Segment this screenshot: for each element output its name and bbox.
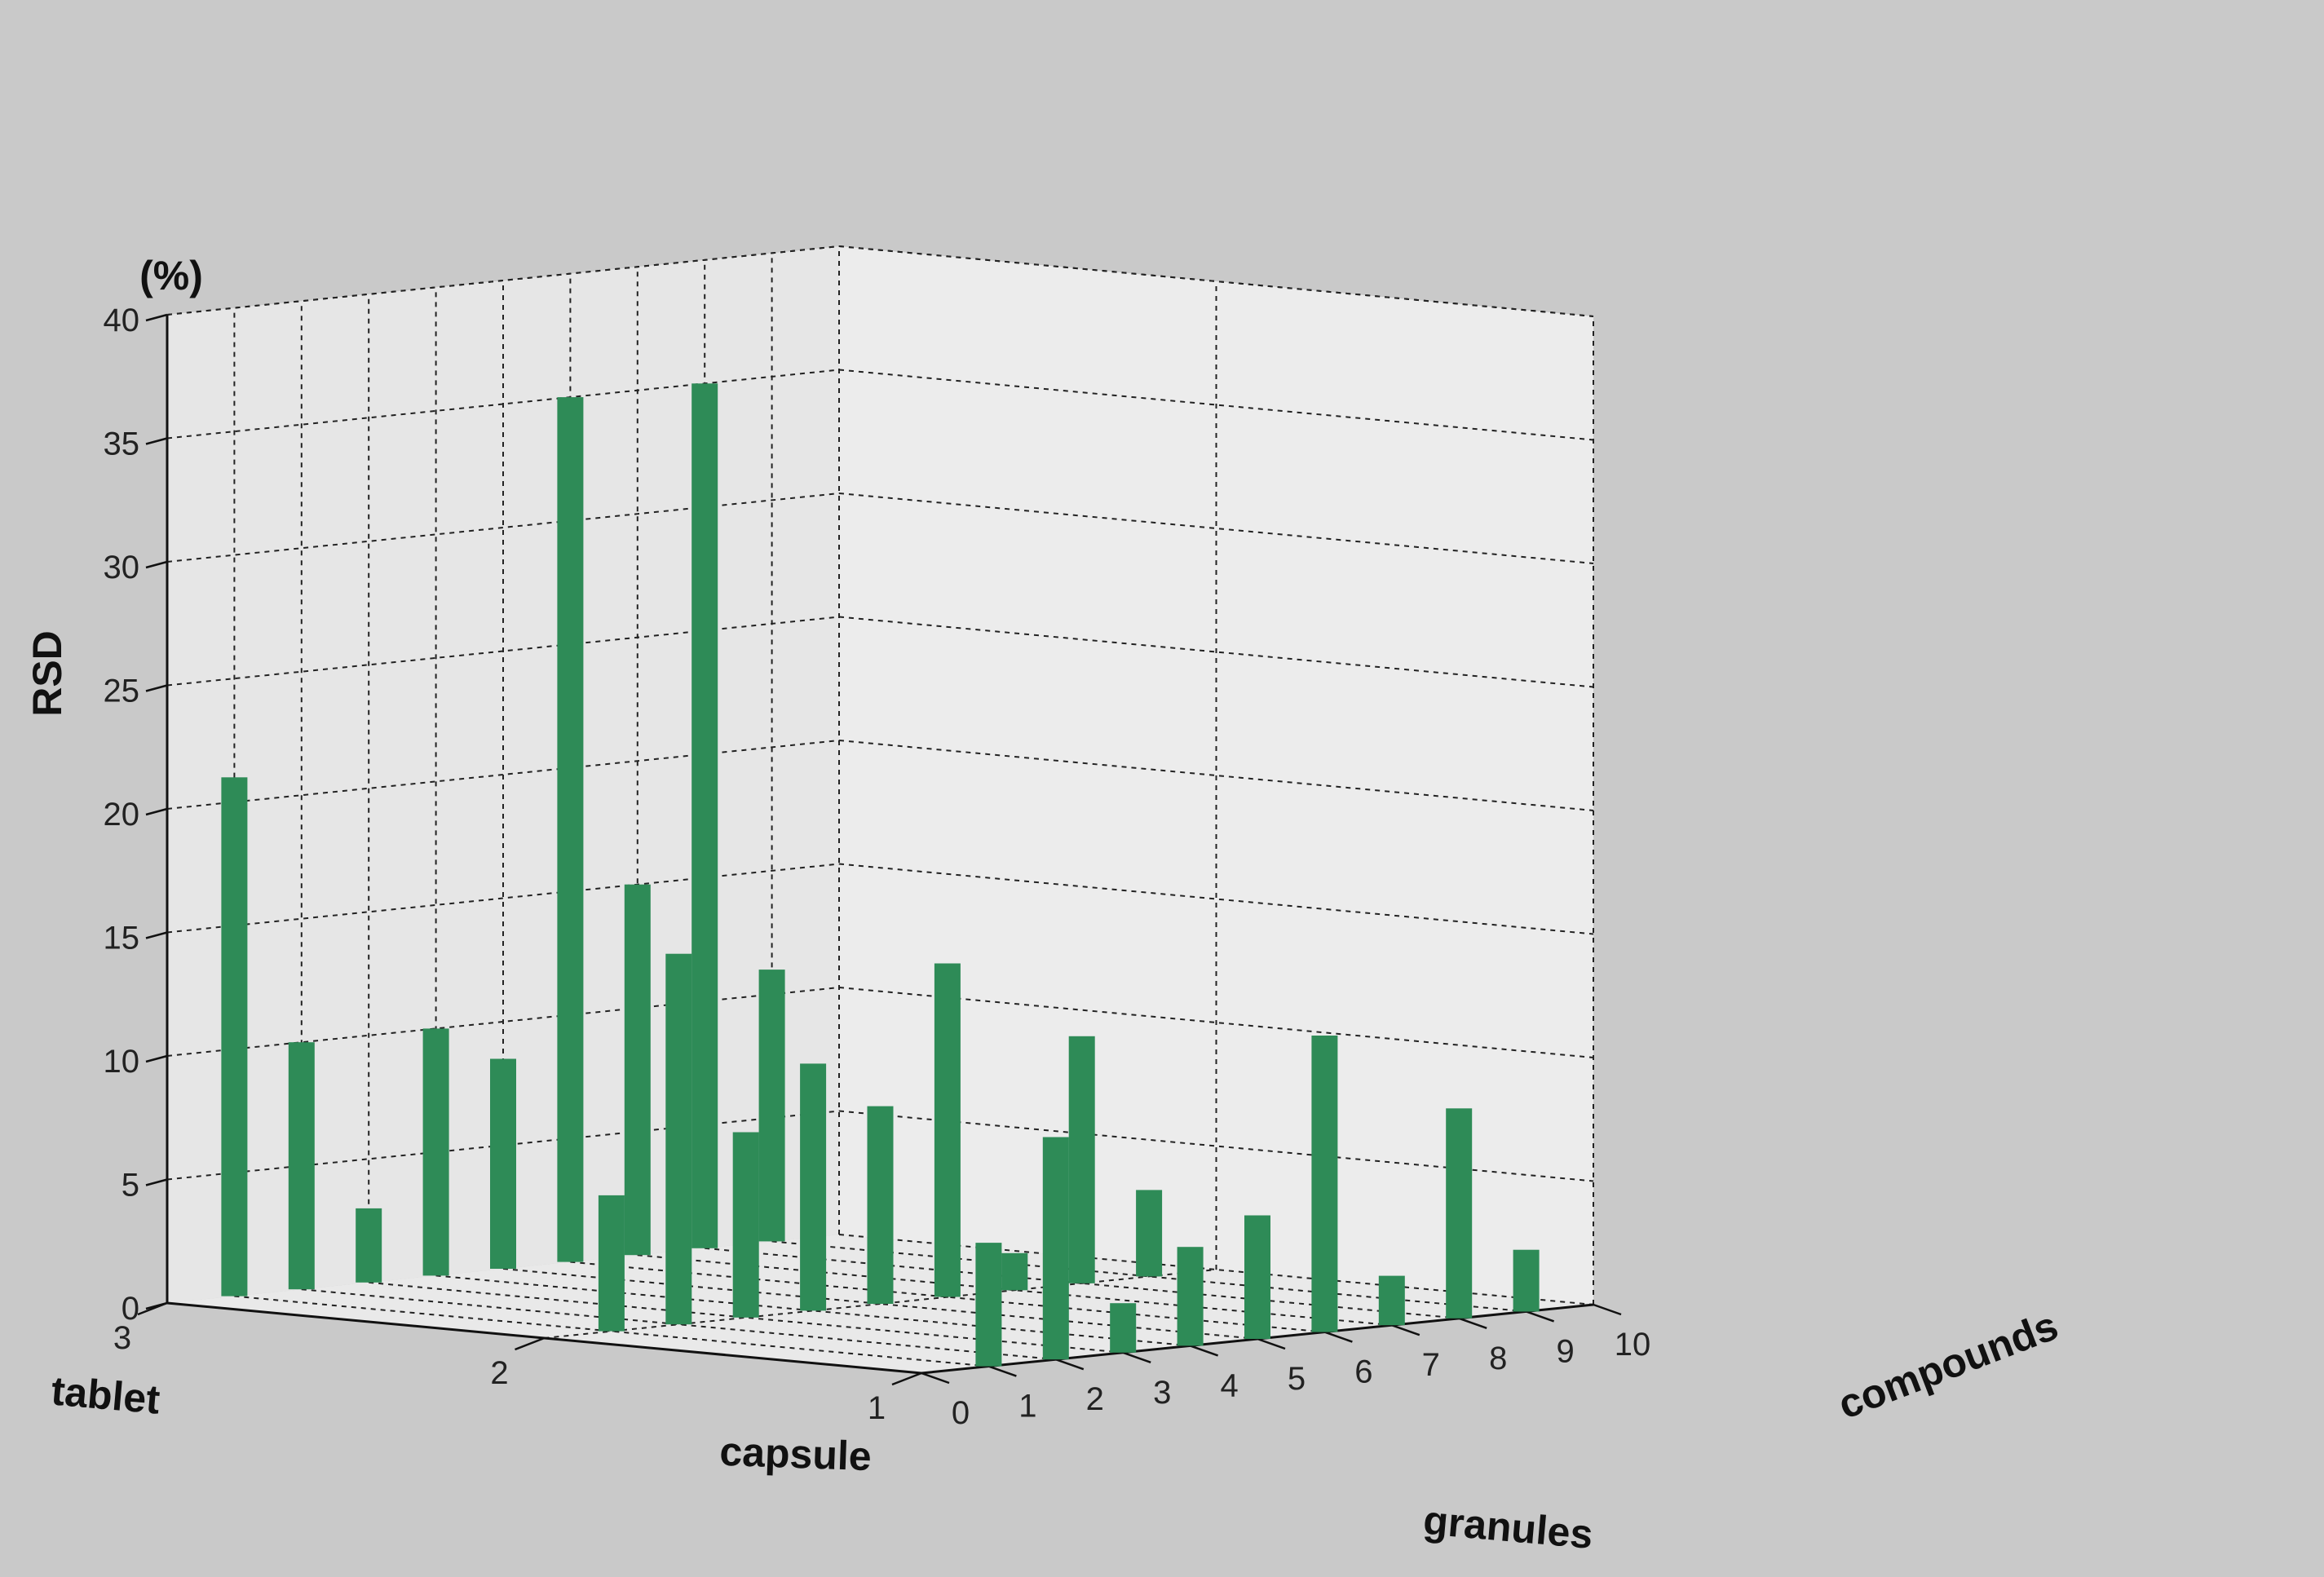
bar-tablet-compound-3 [356,1208,382,1283]
z-tick-label-25: 25 [104,674,140,709]
x-tick-9 [1526,1310,1555,1323]
x-tick-label-7: 7 [1422,1347,1440,1383]
z-tick-20 [145,807,168,816]
z-tick-35 [145,437,168,445]
x-tick-label-3: 3 [1153,1375,1171,1411]
z-tick-label-0: 0 [122,1291,139,1327]
bar-granules-compound-5 [1244,1215,1270,1339]
y-tick-1 [891,1372,922,1386]
bar-granules-compound-8 [1446,1108,1473,1319]
x-tick-7 [1391,1324,1420,1336]
z-tick-30 [145,560,168,569]
z-tick-label-15: 15 [104,921,140,956]
y-tick-3 [137,1301,168,1316]
x-tick-label-10: 10 [1615,1327,1651,1363]
x-tick-label-8: 8 [1489,1341,1507,1376]
z-tick-label-35: 35 [104,426,140,462]
z-tick-5 [145,1178,168,1186]
tick-labels: 0 5 10 15 20 25 30 35 40 0 1 2 3 4 5 6 7 8 9 10 1 2 3 [104,303,1651,1431]
y-tick-label-3: 3 [113,1320,131,1356]
z-tick-10 [145,1054,168,1063]
x-tick-label-5: 5 [1288,1361,1306,1397]
bar-capsule-compound-9 [1136,1190,1163,1277]
y-axis-label-tablet: tablet [50,1367,162,1422]
bar-granules-compound-9 [1513,1249,1540,1312]
bar-tablet-compound-7 [624,884,651,1256]
bar-capsule-compound-7 [1001,1252,1028,1291]
z-tick-label-20: 20 [104,797,140,833]
bar-granules-compound-3 [1110,1303,1137,1353]
z-tick-40 [145,313,168,322]
bar-tablet-compound-5 [490,1058,516,1269]
z-tick-label-30: 30 [104,550,140,585]
bar-capsule-compound-8 [1068,1036,1095,1283]
bar-tablet-compound-8 [691,383,718,1248]
x-tick-6 [1323,1331,1353,1343]
x-tick-label-4: 4 [1220,1367,1238,1403]
bar-granules-compound-7 [1378,1275,1405,1326]
x-tick-2 [1055,1358,1085,1371]
x-tick-0 [921,1372,950,1385]
z-axis-label: RSD [24,630,70,717]
bar-capsule-compound-1 [598,1195,625,1332]
bar-capsule-compound-3 [732,1132,759,1318]
axis-lines [137,313,1622,1386]
bars [221,383,1540,1367]
x-tick-4 [1190,1345,1219,1357]
bar-capsule-compound-6 [934,963,961,1297]
bar-granules-compound-2 [1042,1137,1069,1360]
x-tick-1 [987,1365,1017,1377]
x-tick-label-9: 9 [1556,1333,1574,1369]
bar-capsule-compound-5 [867,1106,894,1304]
z-tick-label-10: 10 [104,1044,140,1080]
y-tick-2 [515,1336,545,1351]
z-tick-label-5: 5 [122,1168,139,1204]
bar-granules-compound-1 [975,1243,1002,1367]
bar-capsule-compound-4 [800,1063,827,1311]
z-axis-unit: (%) [139,253,203,298]
x-tick-label-6: 6 [1354,1354,1372,1390]
z-tick-25 [145,684,168,692]
z-tick-15 [145,931,168,939]
y-tick-label-1: 1 [868,1390,886,1426]
z-tick-label-40: 40 [104,303,140,338]
x-tick-8 [1458,1317,1487,1329]
x-tick-label-0: 0 [952,1395,970,1431]
bar-tablet-compound-1 [221,777,248,1296]
x-tick-10 [1593,1303,1622,1316]
x-tick-label-2: 2 [1086,1381,1104,1417]
bar-tablet-compound-4 [422,1028,449,1276]
bar-capsule-compound-2 [665,953,692,1325]
bar-granules-compound-6 [1311,1036,1338,1332]
y-axis-label-capsule: capsule [719,1429,873,1479]
bar-tablet-compound-9 [758,970,785,1242]
bar-tablet-compound-6 [557,397,584,1262]
x-tick-5 [1257,1337,1286,1350]
x-tick-3 [1122,1351,1151,1363]
bar-granules-compound-4 [1177,1247,1204,1346]
x-tick-label-1: 1 [1018,1389,1036,1425]
bar-tablet-compound-2 [288,1042,315,1290]
y-tick-label-2: 2 [490,1355,508,1391]
